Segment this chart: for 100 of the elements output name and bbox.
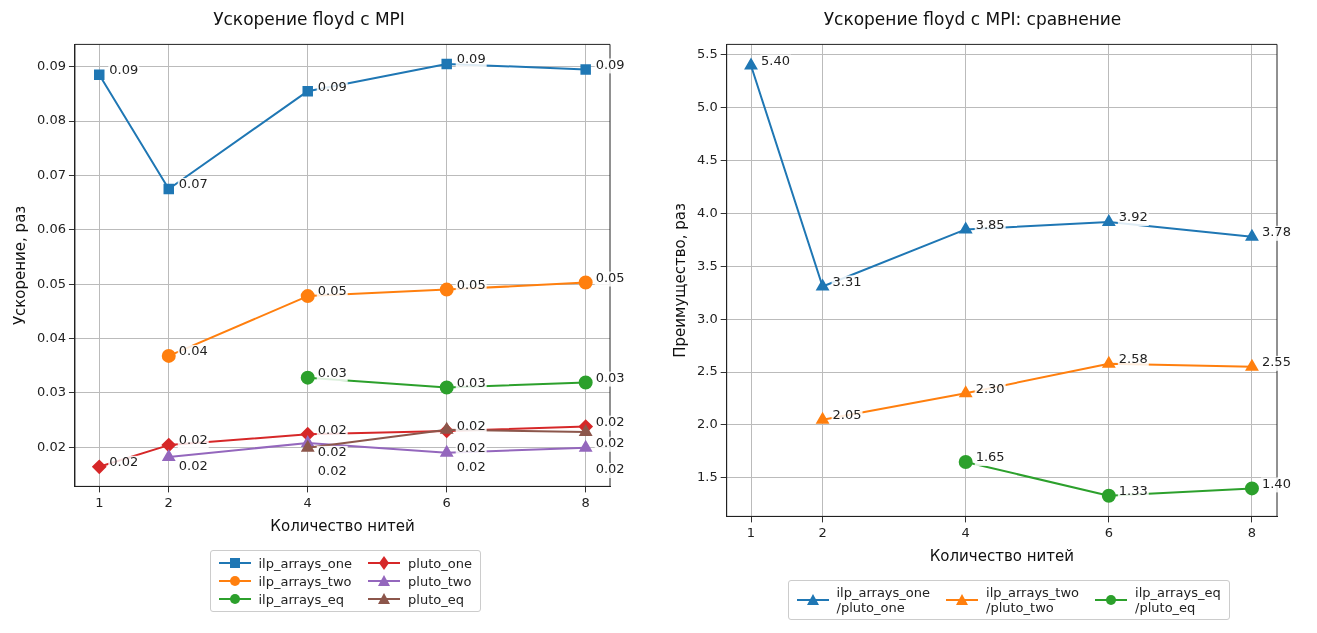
point xyxy=(302,85,313,97)
x-tick-label: 8 xyxy=(1247,524,1257,540)
y-tick-label: 5.5 xyxy=(696,46,718,62)
point xyxy=(816,412,829,424)
point xyxy=(959,386,972,398)
data-label: 0.05 xyxy=(595,269,625,285)
point xyxy=(580,64,591,75)
data-label: 0.02 xyxy=(456,418,486,434)
data-label: 0.02 xyxy=(109,454,139,470)
y-tick-label: 0.05 xyxy=(36,275,66,291)
point xyxy=(301,440,314,452)
point xyxy=(1245,359,1259,371)
point xyxy=(579,425,592,437)
point xyxy=(1244,481,1259,496)
legend-label: pluto_one xyxy=(408,555,472,571)
data-label: 0.04 xyxy=(178,343,208,359)
data-label: 0.02 xyxy=(317,463,347,479)
point xyxy=(744,58,758,70)
point xyxy=(441,58,452,70)
y-tick-label: 0.06 xyxy=(36,221,66,237)
x-tick-label: 4 xyxy=(303,494,312,510)
x-tick-label: 2 xyxy=(818,524,827,540)
point xyxy=(440,445,453,457)
x-tick-label: 6 xyxy=(1104,524,1113,540)
data-label: 0.02 xyxy=(178,458,208,474)
y-tick-label: 3.0 xyxy=(696,310,718,326)
x-tick-label: 8 xyxy=(581,494,590,510)
legend-label: ilp_arrays_one xyxy=(258,555,353,571)
data-label: 0.02 xyxy=(178,432,208,448)
data-label: 0.09 xyxy=(317,78,347,94)
legend-label: ilp_arrays_two xyxy=(258,573,352,589)
point xyxy=(440,422,453,434)
point xyxy=(816,279,829,291)
data-label: 0.03 xyxy=(456,374,486,390)
point xyxy=(163,183,174,195)
y-tick-label: 2.0 xyxy=(696,416,718,432)
data-label: 5.40 xyxy=(761,52,790,68)
legend-label: ilp_arrays_eq xyxy=(258,591,345,607)
data-label: 3.78 xyxy=(1261,224,1291,240)
y-axis-title: Ускорение, раз xyxy=(10,205,29,326)
legend-label: ilp_arrays_eq /pluto_eq xyxy=(1135,585,1221,615)
y-tick-label: 3.5 xyxy=(696,257,718,273)
data-label: 0.09 xyxy=(456,51,486,67)
point xyxy=(579,440,592,452)
point xyxy=(439,380,454,395)
y-tick-label: 0.09 xyxy=(36,58,66,74)
data-label: 2.58 xyxy=(1118,351,1148,367)
x-tick-label: 1 xyxy=(746,524,756,540)
x-tick-label: 2 xyxy=(164,494,173,510)
point xyxy=(578,375,593,390)
data-label: 0.07 xyxy=(178,176,208,192)
point xyxy=(92,459,107,474)
data-label: 1.65 xyxy=(975,449,1005,465)
chart-title: Ускорение floyd с MPI: сравнение xyxy=(823,8,1122,29)
point xyxy=(161,348,176,363)
data-label: 0.05 xyxy=(317,283,347,299)
x-tick-label: 6 xyxy=(442,494,451,510)
x-axis-title: Количество нитей xyxy=(929,546,1074,565)
point xyxy=(300,289,315,304)
data-label: 0.02 xyxy=(595,435,625,451)
data-label: 2.30 xyxy=(975,380,1005,396)
point xyxy=(959,222,972,234)
point xyxy=(161,438,176,453)
legend-label: ilp_arrays_two /pluto_two xyxy=(986,585,1080,615)
y-tick-label: 1.5 xyxy=(696,469,718,485)
data-label: 0.02 xyxy=(595,461,625,477)
data-label: 0.02 xyxy=(595,413,625,429)
data-label: 0.02 xyxy=(456,440,486,456)
data-label: 1.33 xyxy=(1118,483,1148,499)
data-label: 0.05 xyxy=(456,276,486,292)
y-tick-label: 2.5 xyxy=(696,363,718,379)
y-axis-title: Преимущество, раз xyxy=(670,203,689,358)
data-label: 3.85 xyxy=(975,216,1005,232)
data-label: 0.02 xyxy=(317,444,347,460)
legend-label: pluto_two xyxy=(408,573,472,589)
point xyxy=(94,69,105,81)
legend-label: pluto_eq xyxy=(408,591,464,607)
data-label: 3.31 xyxy=(832,273,862,289)
data-label: 0.02 xyxy=(456,459,486,475)
point xyxy=(162,450,175,462)
chart-title: Ускорение floyd с MPI xyxy=(213,8,405,29)
point xyxy=(300,370,315,385)
y-tick-label: 5.0 xyxy=(696,99,718,115)
x-tick-label: 4 xyxy=(961,524,970,540)
point xyxy=(1101,488,1116,503)
data-label: 0.09 xyxy=(109,62,139,78)
x-axis-title: Количество нитей xyxy=(270,516,415,535)
data-label: 0.03 xyxy=(317,365,347,381)
legend-label: ilp_arrays_one /pluto_one xyxy=(836,585,931,615)
data-label: 2.55 xyxy=(1261,354,1291,370)
data-label: 2.05 xyxy=(832,407,862,423)
y-tick-label: 0.03 xyxy=(36,384,66,400)
point xyxy=(1102,356,1116,368)
data-label: 0.02 xyxy=(317,421,347,437)
point xyxy=(439,282,454,297)
data-label: 1.40 xyxy=(1261,475,1291,491)
y-tick-label: 0.07 xyxy=(36,166,66,182)
point xyxy=(1245,229,1259,241)
y-tick-label: 0.08 xyxy=(36,112,66,128)
data-label: 0.09 xyxy=(595,56,625,72)
